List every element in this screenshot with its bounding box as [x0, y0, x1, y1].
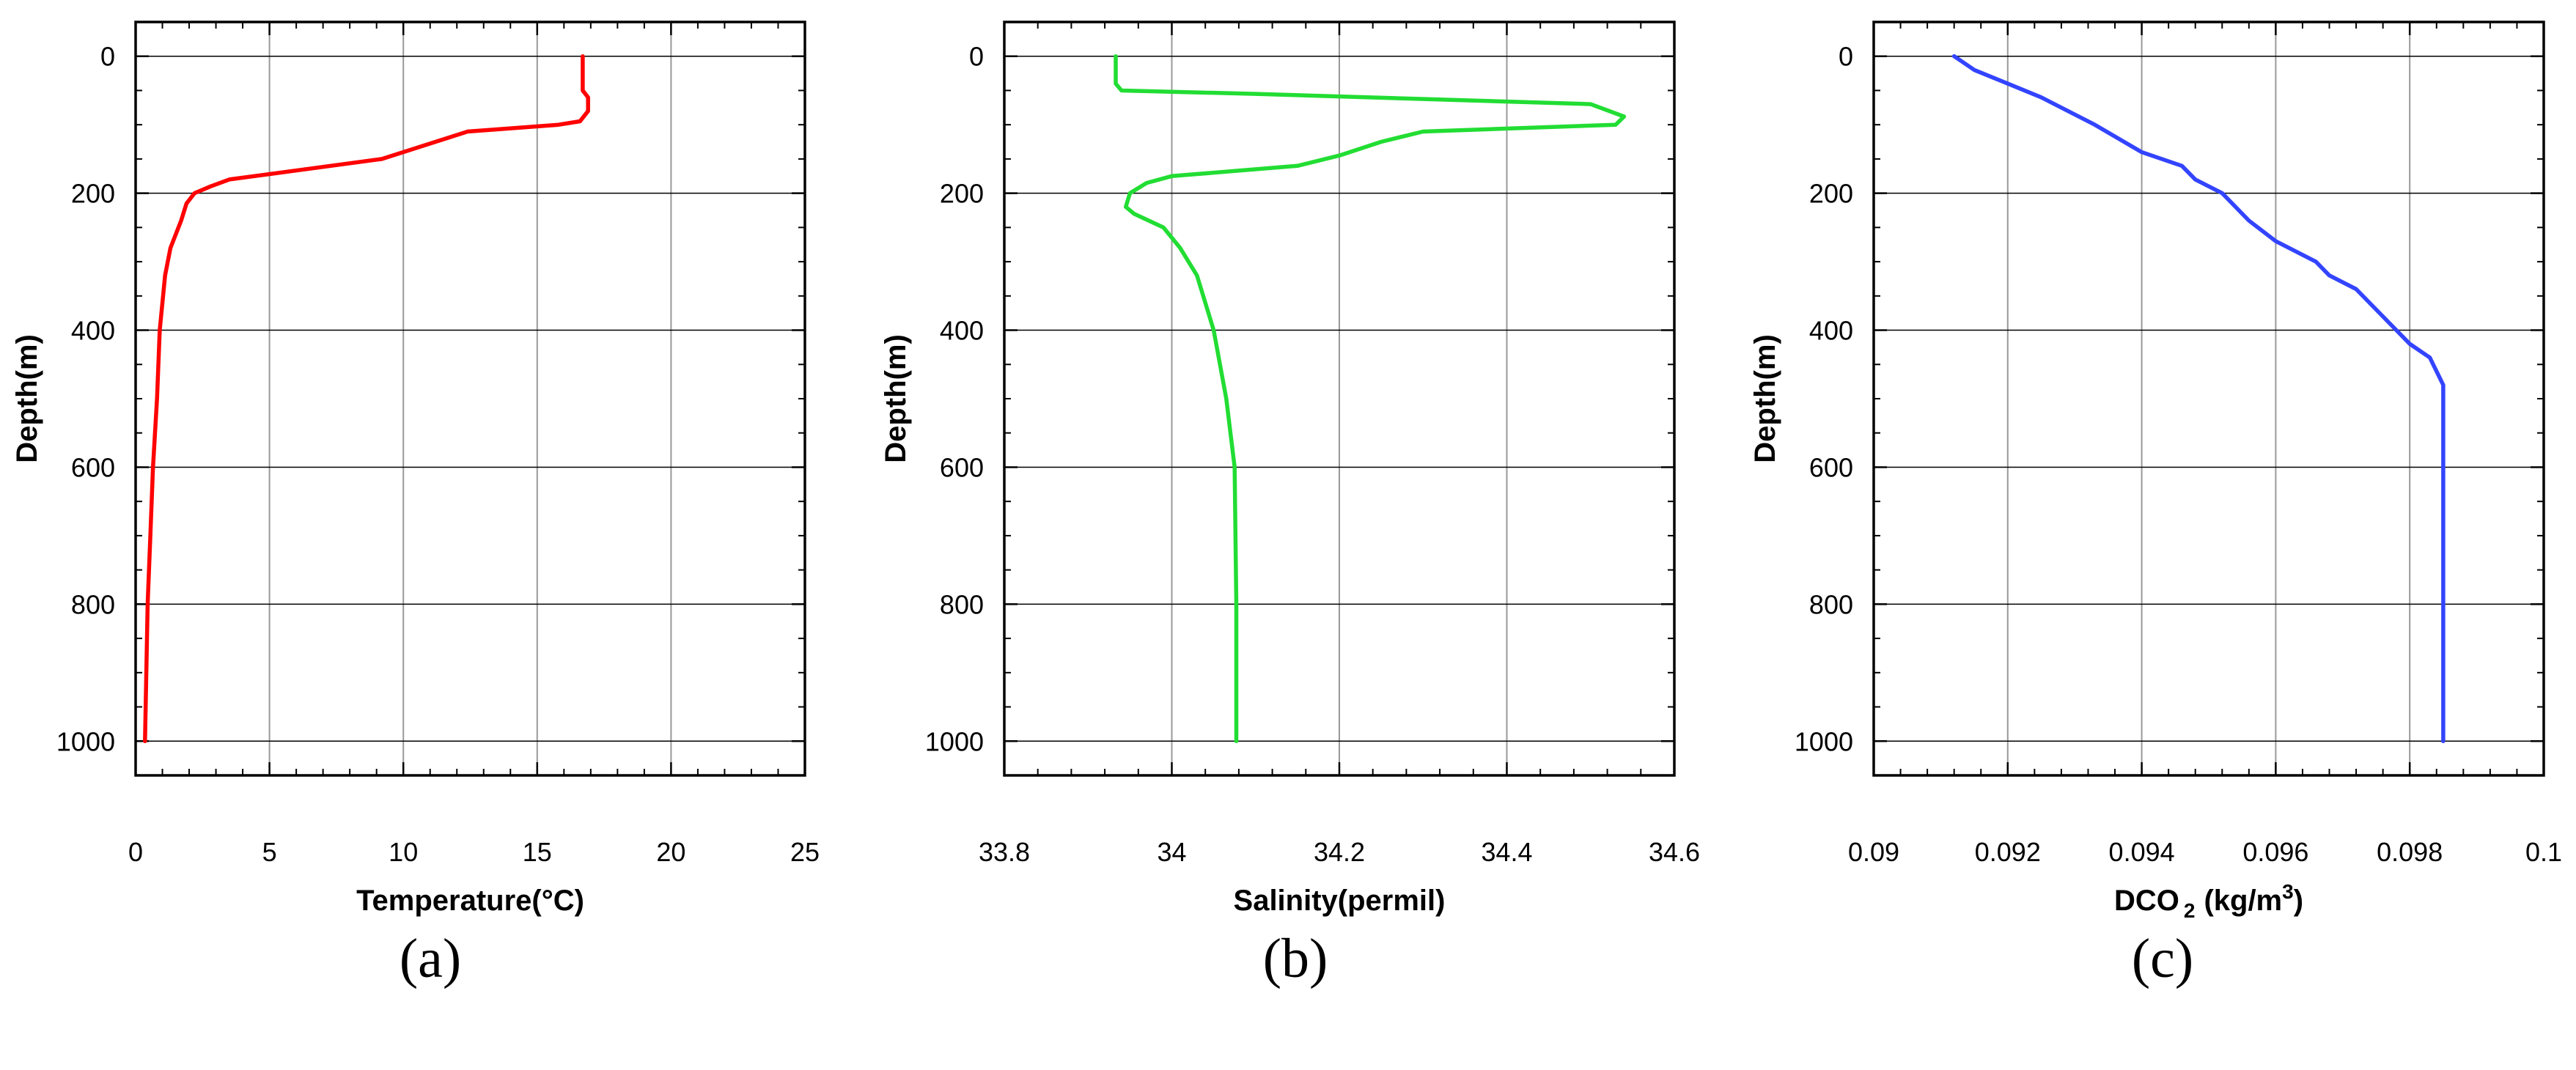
series-line-temperature: [143, 54, 590, 744]
panel-c-dco2: 0.09 0.092 0.094 0.096 0.098 0.1 0 200 400 600 800…: [1749, 21, 2562, 922]
y-tick-label: 0: [1839, 42, 1853, 72]
y-tick-label: 0: [100, 42, 115, 72]
y-tick-label: 400: [940, 316, 984, 346]
series-line-salinity: [1114, 54, 1627, 744]
plot-frame: [1872, 21, 2545, 777]
caption-a: (a): [399, 928, 462, 989]
y-tick-label: 1000: [1795, 726, 1853, 756]
y-tick-label: 800: [71, 589, 115, 619]
y-axis-label: Depth(m): [880, 334, 912, 463]
x-tick-label: 33.8: [979, 837, 1030, 867]
y-tick-label: 1000: [925, 726, 984, 756]
plot-frame: [1003, 21, 1676, 777]
x-tick-label: 0.092: [1975, 837, 2041, 867]
x-axis-label-close: ): [2294, 885, 2303, 917]
x-tick-label: 0.098: [2377, 837, 2443, 867]
y-tick-label: 200: [1809, 179, 1853, 209]
x-axis-label: Salinity(permil): [1234, 885, 1446, 917]
y-tick-label: 400: [1809, 316, 1853, 346]
x-tick-label: 0.094: [2109, 837, 2175, 867]
x-tick-label: 10: [389, 837, 418, 867]
x-tick-label: 34.6: [1649, 837, 1700, 867]
y-tick-label: 0: [969, 42, 984, 72]
x-axis-label-subscript: 2: [2184, 899, 2196, 922]
x-tick-label: 34.4: [1481, 837, 1532, 867]
x-tick-label: 20: [656, 837, 685, 867]
panel-a-temperature: 0 5 10 15 20 25 0 200 400 600 800 1000 Depth(m) Tempe…: [11, 21, 820, 917]
x-tick-label: 0: [128, 837, 143, 867]
x-axis-label-unit: (kg/m: [2204, 885, 2282, 917]
y-tick-label: 800: [1809, 589, 1853, 619]
x-tick-label: 15: [523, 837, 552, 867]
caption-c: (c): [2131, 928, 2194, 989]
y-tick-label: 600: [940, 452, 984, 482]
y-tick-label: 800: [940, 589, 984, 619]
y-tick-label: 200: [940, 179, 984, 209]
x-tick-label: 34: [1157, 837, 1186, 867]
x-tick-label: 5: [262, 837, 277, 867]
x-axis-label: DCO 2 (kg/m3): [2114, 880, 2303, 922]
y-tick-label: 600: [1809, 452, 1853, 482]
caption-b: (b): [1262, 928, 1328, 989]
x-tick-label: 25: [790, 837, 820, 867]
panel-b-salinity: 33.8 34 34.2 34.4 34.6 0 200 400 600 800 1000 Depth…: [880, 21, 1700, 917]
x-tick-label: 34.2: [1314, 837, 1365, 867]
y-tick-label: 1000: [56, 726, 115, 756]
x-axis-label-main: DCO: [2114, 885, 2179, 917]
y-tick-label: 200: [71, 179, 115, 209]
y-tick-label: 400: [71, 316, 115, 346]
x-axis-label-superscript: 3: [2282, 880, 2294, 903]
x-axis-label: Temperature(°C): [356, 885, 584, 917]
x-tick-label: 0.1: [2525, 837, 2562, 867]
plot-frame: [134, 21, 806, 777]
y-tick-label: 600: [71, 452, 115, 482]
y-axis-label: Depth(m): [1749, 334, 1781, 463]
y-axis-label: Depth(m): [11, 334, 43, 463]
x-tick-label: 0.09: [1848, 837, 1899, 867]
x-tick-label: 0.096: [2242, 837, 2308, 867]
series-line-dco2: [1951, 54, 2446, 744]
